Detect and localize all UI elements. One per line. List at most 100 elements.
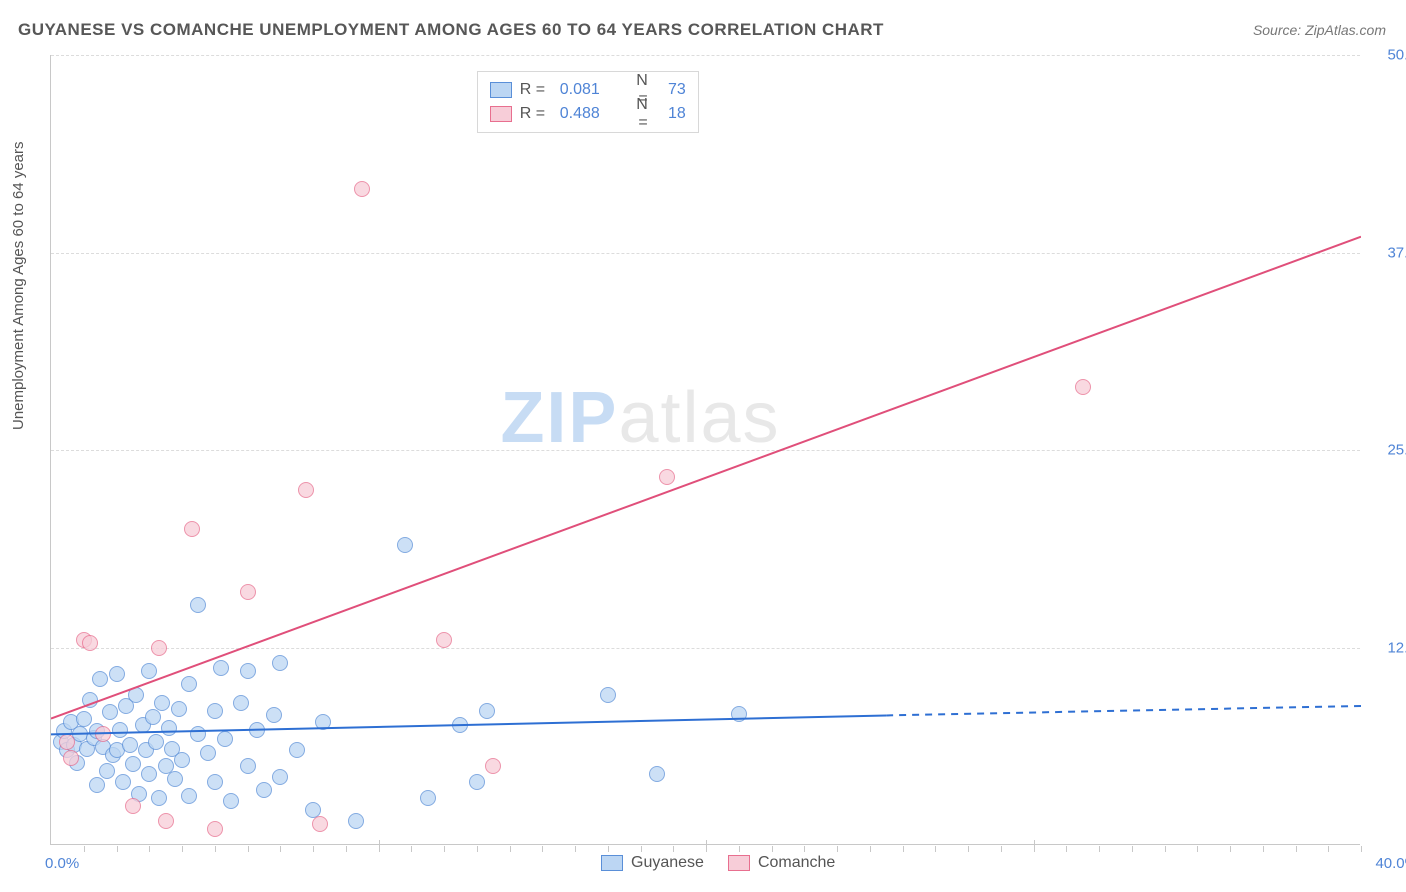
data-point: [200, 745, 216, 761]
data-point: [469, 774, 485, 790]
x-tick: [739, 846, 740, 852]
legend-stats-row: R =0.081N =73: [490, 78, 686, 102]
data-point: [148, 734, 164, 750]
x-tick: [575, 846, 576, 852]
x-tick: [1099, 846, 1100, 852]
chart-title: GUYANESE VS COMANCHE UNEMPLOYMENT AMONG …: [18, 20, 884, 40]
x-tick: [411, 846, 412, 852]
data-point: [233, 695, 249, 711]
data-point: [151, 640, 167, 656]
y-axis-label: Unemployment Among Ages 60 to 64 years: [10, 141, 27, 430]
x-tick: [117, 846, 118, 852]
legend-n-value: 18: [656, 105, 686, 123]
data-point: [240, 663, 256, 679]
y-tick-label: 25.0%: [1370, 442, 1406, 459]
x-tick: [935, 846, 936, 852]
x-tick: [1296, 846, 1297, 852]
gridline-h: [51, 648, 1360, 649]
legend-n-value: 73: [656, 81, 686, 99]
data-point: [315, 714, 331, 730]
x-origin-label: 0.0%: [45, 855, 79, 872]
data-point: [240, 584, 256, 600]
x-tick: [84, 846, 85, 852]
x-tick: [346, 846, 347, 852]
data-point: [348, 813, 364, 829]
data-point: [207, 774, 223, 790]
legend-item: Comanche: [728, 854, 835, 872]
data-point: [249, 722, 265, 738]
watermark: ZIPatlas: [500, 377, 780, 459]
x-tick: [772, 846, 773, 852]
x-tick: [542, 846, 543, 852]
data-point: [125, 756, 141, 772]
legend-label: Guyanese: [631, 854, 704, 872]
source-prefix: Source:: [1253, 22, 1305, 38]
data-point: [82, 692, 98, 708]
legend-swatch: [728, 855, 750, 871]
legend-n-label: N =: [628, 96, 648, 132]
legend-series: Guyanese Comanche: [601, 854, 835, 872]
x-tick: [1230, 846, 1231, 852]
x-tick: [510, 846, 511, 852]
data-point: [112, 722, 128, 738]
x-tick: [444, 846, 445, 852]
x-tick: [673, 846, 674, 852]
data-point: [154, 695, 170, 711]
data-point: [76, 711, 92, 727]
data-point: [354, 181, 370, 197]
data-point: [213, 660, 229, 676]
x-tick: [215, 846, 216, 852]
x-tick-major: [379, 840, 380, 852]
data-point: [181, 788, 197, 804]
x-max-label: 40.0%: [1375, 855, 1406, 872]
data-point: [207, 821, 223, 837]
data-point: [141, 766, 157, 782]
data-point: [659, 469, 675, 485]
data-point: [266, 707, 282, 723]
y-tick-label: 50.0%: [1370, 47, 1406, 64]
x-tick: [1328, 846, 1329, 852]
data-point: [145, 709, 161, 725]
data-point: [115, 774, 131, 790]
data-point: [92, 671, 108, 687]
data-point: [190, 597, 206, 613]
x-tick: [641, 846, 642, 852]
legend-r-label: R =: [520, 81, 552, 99]
x-tick: [149, 846, 150, 852]
data-point: [141, 663, 157, 679]
data-point: [171, 701, 187, 717]
x-tick: [1263, 846, 1264, 852]
legend-swatch: [490, 106, 512, 122]
legend-r-value: 0.081: [560, 81, 620, 99]
data-point: [82, 635, 98, 651]
data-point: [420, 790, 436, 806]
data-point: [207, 703, 223, 719]
data-point: [600, 687, 616, 703]
x-tick: [477, 846, 478, 852]
x-tick: [313, 846, 314, 852]
x-tick-major: [706, 840, 707, 852]
x-tick: [870, 846, 871, 852]
x-tick: [1132, 846, 1133, 852]
data-point: [240, 758, 256, 774]
data-point: [649, 766, 665, 782]
gridline-h: [51, 450, 1360, 451]
x-tick: [837, 846, 838, 852]
x-tick: [1001, 846, 1002, 852]
data-point: [89, 777, 105, 793]
data-point: [190, 726, 206, 742]
x-tick: [248, 846, 249, 852]
legend-stats-row: R =0.488N =18: [490, 102, 686, 126]
data-point: [128, 687, 144, 703]
legend-swatch: [490, 82, 512, 98]
gridline-h: [51, 253, 1360, 254]
x-tick: [804, 846, 805, 852]
legend-stats: R = 0.081 N = 73 R =0.488N =18: [477, 71, 699, 133]
data-point: [184, 521, 200, 537]
data-point: [102, 704, 118, 720]
data-point: [312, 816, 328, 832]
data-point: [298, 482, 314, 498]
x-tick: [1197, 846, 1198, 852]
gridline-h: [51, 55, 1360, 56]
data-point: [479, 703, 495, 719]
